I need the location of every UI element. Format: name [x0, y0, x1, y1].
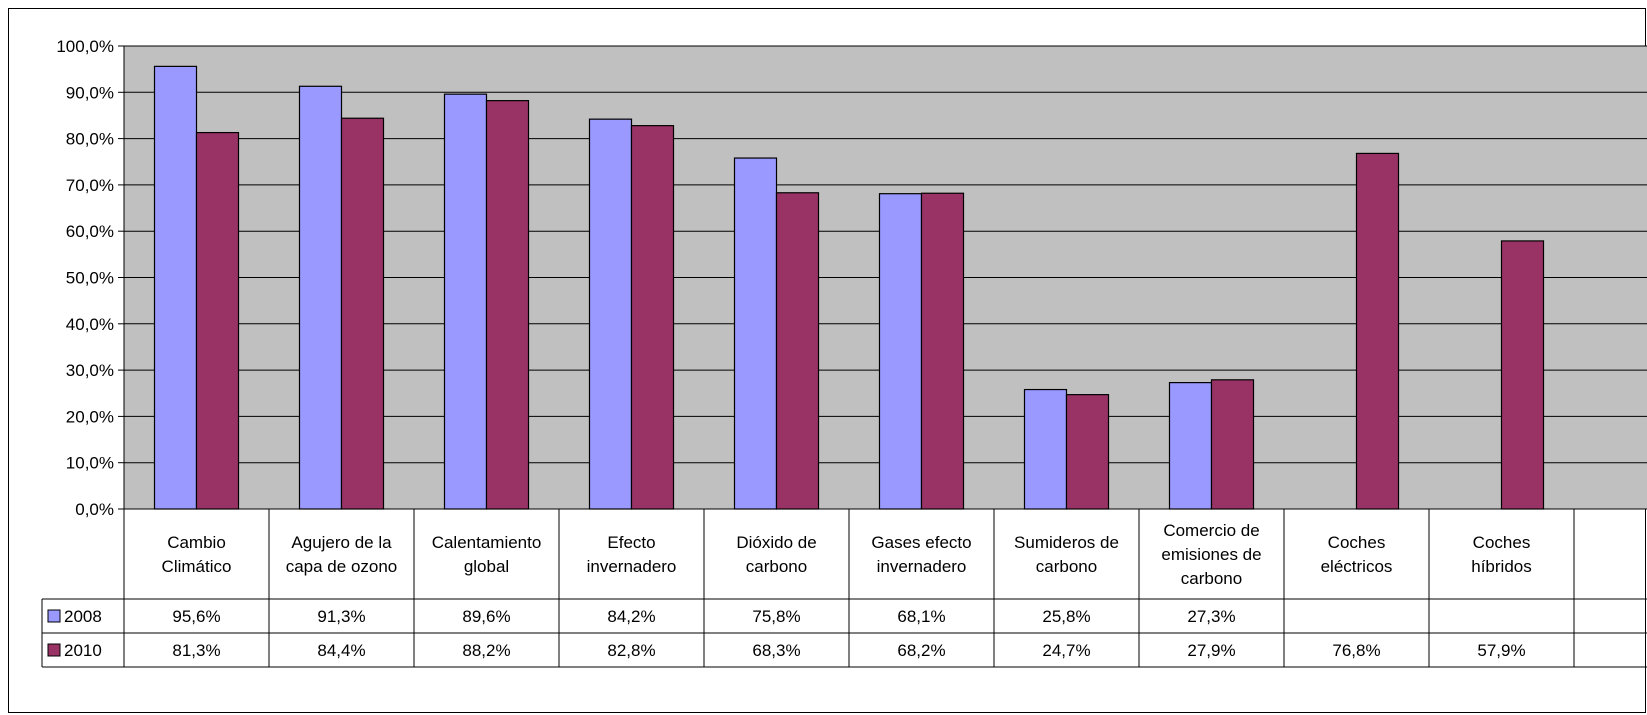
category-label: Efecto	[607, 533, 655, 552]
bar-2010	[1065, 394, 1110, 510]
chart-frame: 0,0% 10,0% 20,0% 30,0% 40,0% 50,0% 60,0% 70,0% 8…	[8, 8, 1647, 713]
category-label: Calentamiento	[432, 533, 542, 552]
category-label: eléctricos	[1321, 557, 1393, 576]
data-label: 57,9%	[1477, 641, 1525, 660]
data-label: 75,8%	[752, 607, 800, 626]
data-label: 84,4%	[317, 641, 365, 660]
legend-key-2008	[47, 609, 61, 623]
data-label: 27,3%	[1187, 607, 1235, 626]
category-label: global	[464, 557, 509, 576]
category-label: invernadero	[587, 557, 677, 576]
y-tick-label: 90,0%	[66, 83, 114, 102]
bar-2010	[485, 100, 530, 510]
bar-2008	[733, 157, 778, 510]
bar-2010	[1210, 379, 1255, 510]
data-label: 95,6%	[172, 607, 220, 626]
data-label: 82,8%	[607, 641, 655, 660]
y-tick-label: 60,0%	[66, 222, 114, 241]
bar-2010	[920, 192, 965, 510]
category-label: Comercio de	[1163, 521, 1259, 540]
data-label: 81,3%	[172, 641, 220, 660]
bar-2010	[630, 125, 675, 510]
category-label: emisiones de	[1161, 545, 1261, 564]
data-label: 91,3%	[317, 607, 365, 626]
data-label: 68,3%	[752, 641, 800, 660]
data-label: 24,7%	[1042, 641, 1090, 660]
category-label: Climático	[162, 557, 232, 576]
bar-2008	[443, 93, 488, 510]
bar-2008	[153, 65, 198, 510]
data-label: 68,1%	[897, 607, 945, 626]
bar-2008	[588, 118, 633, 510]
y-tick-label: 20,0%	[66, 407, 114, 426]
data-label: 89,6%	[462, 607, 510, 626]
y-tick-label: 10,0%	[66, 454, 114, 473]
data-label: 84,2%	[607, 607, 655, 626]
category-label: Cambio	[167, 533, 226, 552]
category-label: carbono	[1036, 557, 1097, 576]
legend-label: 2008	[64, 607, 102, 626]
category-label: carbono	[746, 557, 807, 576]
data-label: 25,8%	[1042, 607, 1090, 626]
y-tick-label: 0,0%	[75, 500, 114, 519]
category-label: Sumideros de	[1014, 533, 1119, 552]
category-label: invernadero	[877, 557, 967, 576]
category-label: Dióxido de	[736, 533, 816, 552]
category-label: carbono	[1181, 569, 1242, 588]
legend-key-2010	[47, 643, 61, 657]
y-tick-label: 40,0%	[66, 315, 114, 334]
y-tick-label: 30,0%	[66, 361, 114, 380]
category-label: Agujero de la	[291, 533, 392, 552]
data-label: 76,8%	[1332, 641, 1380, 660]
bar-2008	[1168, 382, 1213, 510]
bar-2008	[298, 85, 343, 510]
bar-2010	[1500, 240, 1545, 510]
y-tick-label: 50,0%	[66, 269, 114, 288]
bar-2008	[1023, 388, 1068, 510]
bar-chart: 0,0% 10,0% 20,0% 30,0% 40,0% 50,0% 60,0% 70,0% 8…	[41, 37, 1647, 668]
y-tick-label: 80,0%	[66, 130, 114, 149]
category-label: Coches	[1473, 533, 1531, 552]
bar-2010	[1355, 152, 1400, 510]
bar-2010	[195, 131, 240, 510]
category-label: Coches	[1328, 533, 1386, 552]
legend-label: 2010	[64, 641, 102, 660]
bar-2010	[340, 117, 385, 510]
category-label: híbridos	[1471, 557, 1531, 576]
bar-2010	[775, 192, 820, 510]
data-label: 88,2%	[462, 641, 510, 660]
category-label: capa de ozono	[286, 557, 398, 576]
category-label: Gases efecto	[871, 533, 971, 552]
data-label: 68,2%	[897, 641, 945, 660]
bar-2008	[878, 193, 923, 510]
y-tick-label: 100,0%	[56, 37, 114, 56]
data-label: 27,9%	[1187, 641, 1235, 660]
y-tick-label: 70,0%	[66, 176, 114, 195]
